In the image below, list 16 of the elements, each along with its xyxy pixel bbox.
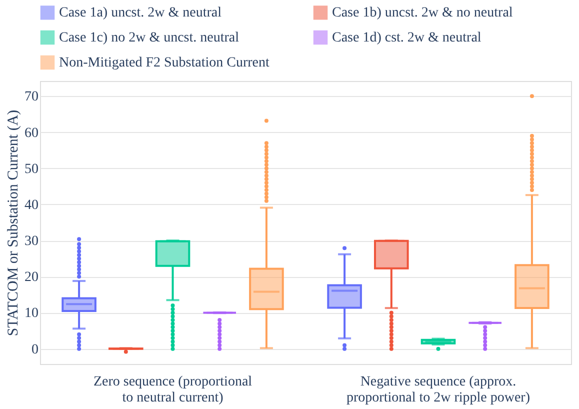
legend-label: Case 1d) cst. 2w & neutral <box>332 30 482 46</box>
x-tick-label: Zero sequence (proportional to neutral current) <box>93 374 252 406</box>
y-tick-label: 70 <box>24 90 38 105</box>
legend-label: Case 1b) uncst. 2w & no neutral <box>332 6 513 21</box>
y-tick-label: 50 <box>24 162 38 177</box>
y-tick-label: 10 <box>24 306 38 322</box>
x-tick-label: Negative sequence (approx. proportional to 2w ripple power) <box>346 374 530 406</box>
y-axis-title: STATCOM or Substation Current (A) <box>6 110 22 336</box>
legend-label: Non-Mitigated F2 Substation Current <box>59 56 270 70</box>
y-tick-label: 30 <box>24 234 38 250</box>
y-tick-label: 40 <box>24 198 38 213</box>
legend-label: Case 1a) uncst. 2w & neutral <box>59 6 222 21</box>
y-tick-label: 60 <box>24 126 38 141</box>
legend-label: Case 1c) no 2w & uncst. neutral <box>59 30 240 46</box>
y-tick-label: 20 <box>24 270 38 286</box>
y-tick-label: 0 <box>32 342 38 358</box>
